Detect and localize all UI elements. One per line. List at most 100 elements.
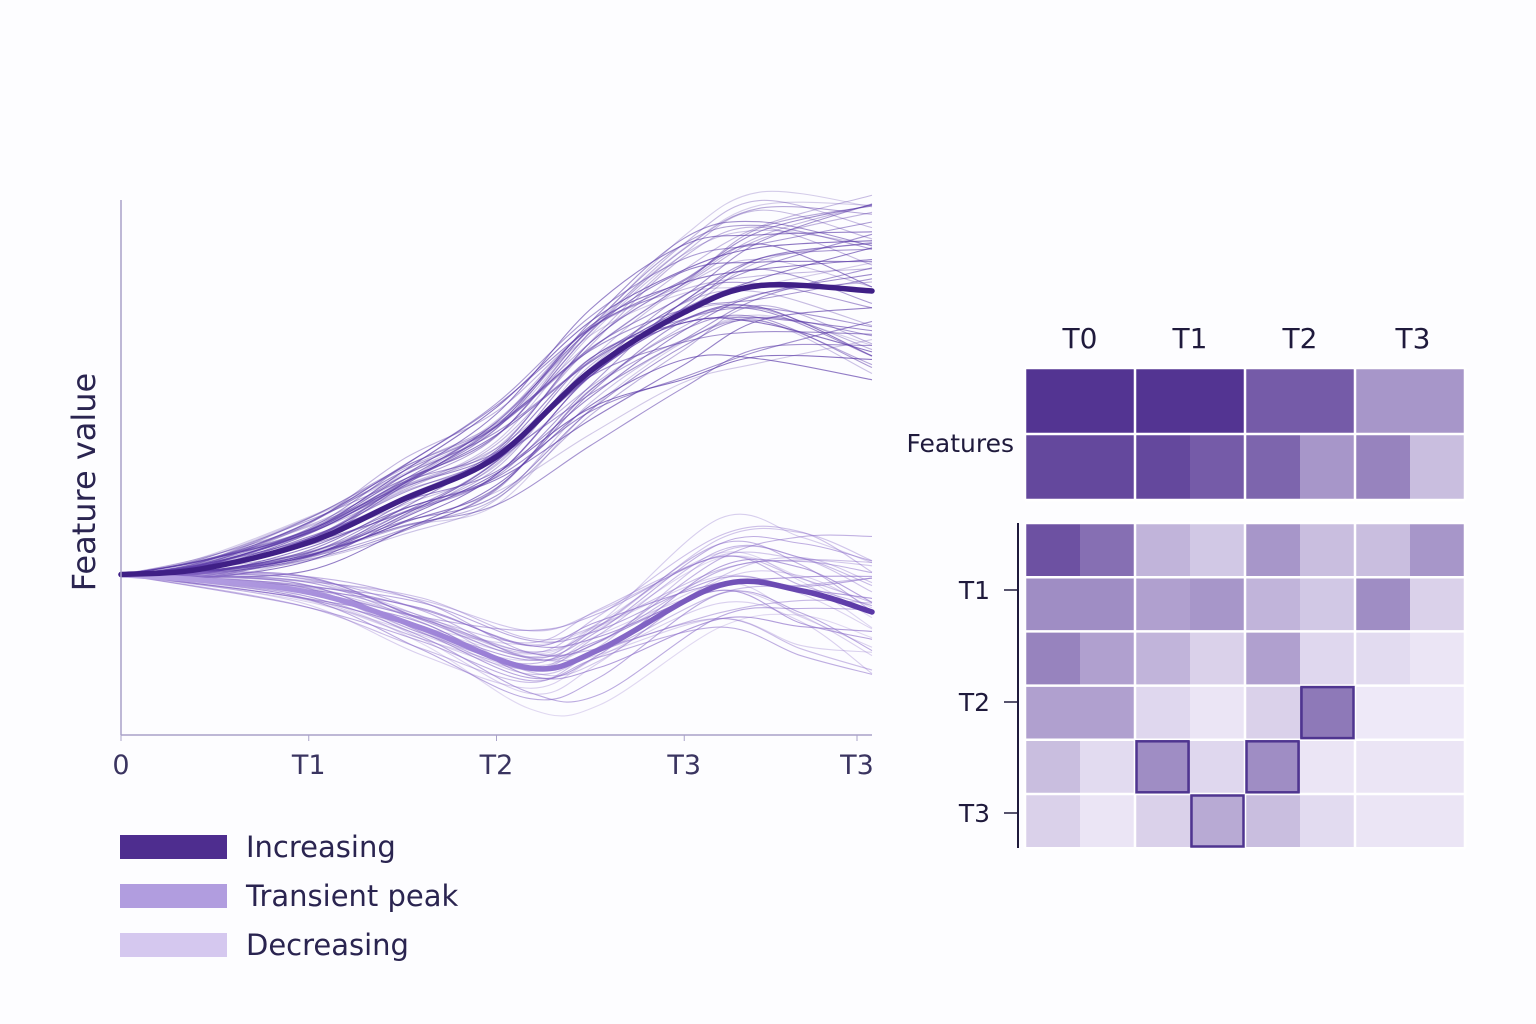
trajectory-line [120, 247, 873, 576]
trajectory-line [120, 320, 873, 579]
trajectory-line [120, 573, 873, 703]
x-tick-label: T3 [666, 750, 701, 781]
mean-trajectories [118, 281, 875, 672]
time-cell [1025, 685, 1080, 740]
time-cell [1355, 577, 1410, 632]
column-label: T1 [1172, 322, 1208, 355]
time-cell [1300, 523, 1355, 578]
feature-cell [1355, 434, 1410, 500]
trajectory-line [120, 551, 873, 632]
time-cell [1135, 577, 1190, 632]
time-cell [1355, 631, 1410, 686]
highlighted-cell [1190, 794, 1245, 848]
time-cell [1245, 577, 1300, 632]
trajectory-line [120, 203, 873, 576]
x-tick-label: 0 [112, 750, 129, 781]
time-cell [1355, 523, 1410, 578]
time-cell [1190, 523, 1245, 578]
trajectory-line [120, 354, 873, 578]
time-cell [1080, 739, 1135, 794]
time-cell [1135, 631, 1190, 686]
x-tick-label: T3 [839, 750, 874, 781]
trajectory-line [120, 231, 873, 576]
time-cell [1190, 631, 1245, 686]
feature-cell [1190, 368, 1245, 434]
time-cell [1245, 685, 1300, 740]
time-cell [1135, 739, 1190, 794]
feature-cell [1410, 434, 1465, 500]
feature-cell [1190, 434, 1245, 500]
trajectory-line [120, 201, 873, 576]
trajectory-line [120, 304, 873, 576]
time-cell [1080, 523, 1135, 578]
time-cell [1355, 739, 1410, 794]
time-cell [1025, 523, 1080, 578]
trajectory-line [120, 319, 873, 576]
time-cell [1190, 739, 1245, 794]
legend-item-transient-peak: Transient peak [120, 871, 458, 920]
feature-cell [1080, 434, 1135, 500]
trajectory-line [120, 317, 873, 576]
feature-cell [1245, 434, 1300, 500]
time-cell [1025, 794, 1080, 849]
time-cell [1135, 685, 1190, 740]
time-cell [1135, 794, 1190, 849]
legend-item-increasing: Increasing [120, 822, 458, 871]
trajectory-line [120, 545, 873, 676]
series-transient-peak [118, 571, 875, 672]
legend-swatch [120, 932, 227, 957]
time-cell [1245, 631, 1300, 686]
trajectory-line [120, 221, 873, 576]
trajectory-line [120, 306, 873, 576]
trajectory-line [120, 220, 873, 576]
time-cell [1080, 794, 1135, 849]
row-label: T1 [958, 576, 990, 605]
time-cell [1135, 523, 1190, 578]
trajectory-line [120, 534, 873, 657]
legend-swatch [120, 883, 227, 908]
feature-cell [1080, 368, 1135, 434]
time-cell [1410, 739, 1465, 794]
time-cell [1245, 794, 1300, 849]
legend: Increasing Transient peak Decreasing [120, 822, 458, 969]
time-cell [1190, 577, 1245, 632]
time-cell [1300, 577, 1355, 632]
highlighted-cell [1135, 740, 1190, 794]
time-cell [1410, 631, 1465, 686]
legend-swatch [120, 834, 227, 859]
time-cell [1300, 739, 1355, 794]
trajectory-line [120, 318, 873, 576]
feature-cell [1245, 368, 1300, 434]
row-label: T3 [958, 799, 990, 828]
y-axis-label: Feature value [65, 373, 103, 592]
trajectory-line [120, 240, 873, 576]
time-cell [1410, 577, 1465, 632]
time-cell [1300, 794, 1355, 849]
trajectory-line [120, 343, 873, 580]
time-cell [1245, 739, 1300, 794]
legend-label: Increasing [246, 829, 396, 864]
legend-label: Decreasing [246, 927, 409, 962]
features-label: Features [907, 429, 1015, 458]
row-label: T2 [958, 688, 990, 717]
highlighted-cell [1300, 685, 1355, 740]
feature-cell [1135, 368, 1190, 434]
x-tick-label: T1 [291, 750, 326, 781]
column-label: T3 [1395, 322, 1431, 355]
trajectory-line [120, 204, 873, 576]
time-cell [1190, 685, 1245, 740]
time-cell [1025, 739, 1080, 794]
trajectory-line [120, 573, 873, 661]
trajectory-line [120, 229, 873, 576]
feature-cell [1355, 368, 1410, 434]
trajectory-line [120, 573, 873, 667]
column-label: T0 [1062, 322, 1098, 355]
trajectory-line [120, 226, 873, 576]
series-increasing [118, 281, 875, 578]
time-cell [1410, 523, 1465, 578]
feature-cell [1300, 368, 1355, 434]
trajectory-line [120, 203, 873, 576]
time-cell [1025, 577, 1080, 632]
time-cell [1300, 685, 1355, 740]
